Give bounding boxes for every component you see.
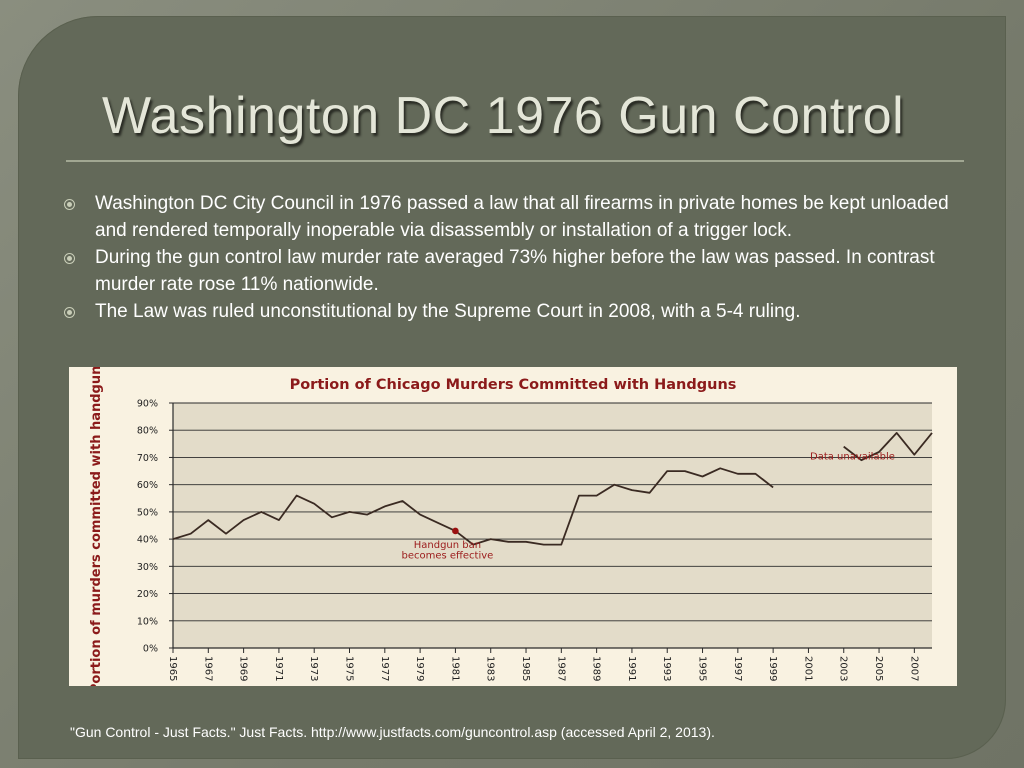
x-tick-label: 1975: [344, 656, 355, 681]
annotation-label: Handgun ban: [414, 540, 481, 551]
annotation-label: Data unavailable: [810, 451, 895, 462]
y-tick-label: 30%: [137, 562, 158, 573]
bullet-item: Washington DC City Council in 1976 passe…: [64, 190, 954, 244]
x-tick-label: 1977: [379, 656, 390, 681]
y-tick-label: 80%: [137, 426, 158, 437]
x-tick-label: 1979: [414, 656, 425, 681]
x-tick-label: 1983: [485, 656, 496, 681]
y-tick-label: 60%: [137, 480, 158, 491]
bullet-text: Washington DC City Council in 1976 passe…: [95, 193, 949, 241]
series-line: [843, 432, 933, 462]
x-tick-label: 1999: [767, 656, 778, 681]
y-tick-label: 70%: [137, 453, 158, 464]
circle-bullet-icon: [64, 199, 75, 210]
x-tick-label: 1981: [449, 656, 460, 681]
x-tick-label: 1993: [661, 656, 672, 681]
x-tick-label: 1989: [591, 656, 602, 681]
x-tick-label: 2005: [873, 656, 884, 681]
chart-title: Portion of Chicago Murders Committed wit…: [290, 377, 737, 393]
x-tick-label: 1965: [167, 656, 178, 681]
x-tick-label: 1991: [626, 656, 637, 681]
x-tick-label: 2007: [908, 656, 919, 681]
citation-text: "Gun Control - Just Facts." Just Facts. …: [70, 724, 715, 740]
circle-bullet-icon: [64, 253, 75, 264]
y-tick-label: 0%: [143, 644, 158, 655]
bullet-list: Washington DC City Council in 1976 passe…: [64, 190, 954, 325]
y-tick-label: 90%: [137, 399, 158, 410]
y-tick-label: 50%: [137, 507, 158, 518]
x-tick-label: 1973: [308, 656, 319, 681]
line-chart: Portion of Chicago Murders Committed wit…: [89, 367, 933, 686]
y-tick-label: 20%: [137, 589, 158, 600]
x-tick-label: 1969: [238, 656, 249, 681]
x-tick-label: 1971: [273, 656, 284, 681]
title-divider: [66, 160, 964, 162]
chart-image: Portion of Chicago Murders Committed wit…: [69, 367, 957, 686]
slide-title: Washington DC 1976 Gun Control: [102, 87, 905, 145]
x-tick-label: 1987: [555, 656, 566, 681]
y-axis-label: Portion of murders committed with handgu…: [89, 367, 104, 686]
x-tick-label: 2003: [838, 656, 849, 681]
x-tick-label: 1967: [202, 656, 213, 681]
y-tick-label: 10%: [137, 616, 158, 627]
bullet-text: The Law was ruled unconstitutional by th…: [95, 301, 801, 322]
x-tick-label: 2001: [802, 656, 813, 681]
x-tick-label: 1995: [697, 656, 708, 681]
annotation-label: becomes effective: [401, 550, 493, 561]
circle-bullet-icon: [64, 307, 75, 318]
y-tick-label: 40%: [137, 535, 158, 546]
bullet-item: During the gun control law murder rate a…: [64, 244, 954, 298]
series-line: [172, 467, 774, 546]
x-tick-label: 1997: [732, 656, 743, 681]
bullet-text: During the gun control law murder rate a…: [95, 247, 935, 295]
x-tick-label: 1985: [520, 656, 531, 681]
bullet-item: The Law was ruled unconstitutional by th…: [64, 298, 954, 325]
plot-area: [173, 403, 932, 648]
annotation-marker: [452, 527, 459, 535]
